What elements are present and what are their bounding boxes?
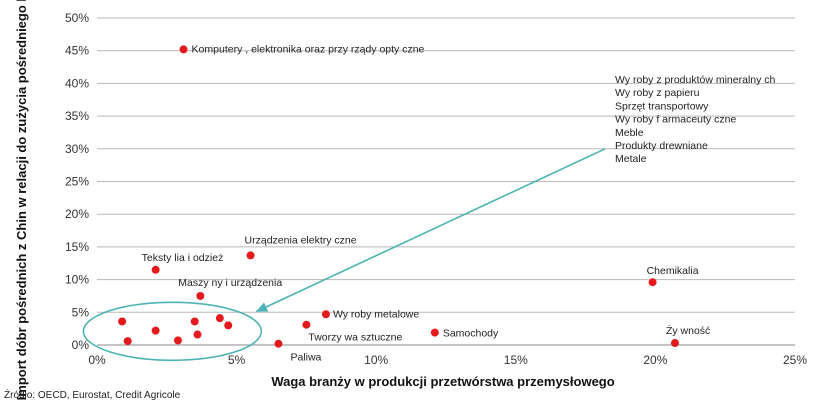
x-tick-label: 0% (88, 353, 106, 367)
data-point (190, 317, 199, 326)
y-tick-label: 30% (65, 142, 89, 156)
x-tick-label: 20% (643, 353, 667, 367)
annotation-line: Meble (615, 127, 644, 139)
x-axis-title: Waga branży w produkcji przetwórstwa prz… (271, 374, 614, 389)
point-label: Chemikalia (647, 265, 699, 277)
x-tick-label: 10% (364, 353, 388, 367)
y-tick-label: 20% (65, 207, 89, 221)
y-tick-label: 10% (65, 273, 89, 287)
data-point (670, 339, 679, 348)
data-point (193, 330, 202, 339)
annotation-line: Wy roby f armaceuty czne (615, 114, 736, 126)
data-point (274, 339, 283, 348)
point-label: Maszy ny i urządzenia (178, 277, 282, 289)
y-axis-ticks: 0% 5% 10% 15% 20% 25% 30% 35% 40% 45% 50% (65, 11, 89, 352)
data-point (648, 278, 657, 287)
point-label: Tworzy wa sztuczne (308, 332, 402, 344)
point-label: Ży wność (666, 324, 710, 337)
x-tick-label: 15% (504, 353, 528, 367)
y-tick-label: 45% (65, 44, 89, 58)
y-tick-label: 50% (65, 11, 89, 25)
x-tick-label: 25% (783, 353, 807, 367)
annotation-line: Wy roby z papieru (615, 87, 700, 99)
data-point (196, 291, 205, 300)
data-point (179, 45, 188, 54)
annotation-line: Produkty drewniane (615, 140, 708, 152)
y-tick-label: 35% (65, 109, 89, 123)
arrow-line (255, 148, 606, 313)
annotation-line: Metale (615, 153, 647, 165)
point-label: Samochody (443, 328, 499, 340)
data-point (173, 336, 182, 345)
data-point (302, 320, 311, 329)
data-point (151, 326, 160, 335)
annotation-line: Sprzęt transportowy (615, 100, 709, 112)
data-point (215, 314, 224, 323)
data-point (246, 251, 255, 260)
data-point (430, 328, 439, 337)
data-points (118, 45, 679, 348)
data-point (123, 337, 132, 346)
data-point (151, 265, 160, 274)
point-label: Komputery , elektronika oraz przy rządy … (192, 43, 425, 55)
arrow-head (256, 302, 269, 312)
source-note: Źródło: OECD, Eurostat, Credit Agricole (4, 390, 181, 401)
x-tick-label: 5% (228, 353, 246, 367)
highlight-ellipse (82, 301, 263, 362)
point-label: Teksty lia i odzież (142, 252, 224, 264)
point-label: Paliwa (290, 352, 321, 364)
y-tick-label: 5% (72, 305, 90, 319)
gridlines (97, 17, 795, 346)
y-axis-title: Import dóbr pośrednich z Chin w relacji … (14, 0, 29, 400)
data-point (321, 310, 330, 319)
y-tick-label: 25% (65, 175, 89, 189)
data-point (118, 317, 127, 326)
point-labels: Komputery , elektronika oraz przy rządy … (142, 43, 711, 363)
y-tick-label: 40% (65, 76, 89, 90)
x-axis-ticks: 0% 5% 10% 15% 20% 25% (88, 353, 807, 367)
data-point (224, 321, 233, 330)
point-label: Wy roby metalowe (333, 308, 419, 320)
y-tick-label: 15% (65, 240, 89, 254)
annotation-line: Wy roby z produktów mineralny ch (615, 74, 776, 86)
y-tick-label: 0% (72, 338, 90, 352)
point-label: Urządzenia elektry czne (245, 234, 357, 246)
